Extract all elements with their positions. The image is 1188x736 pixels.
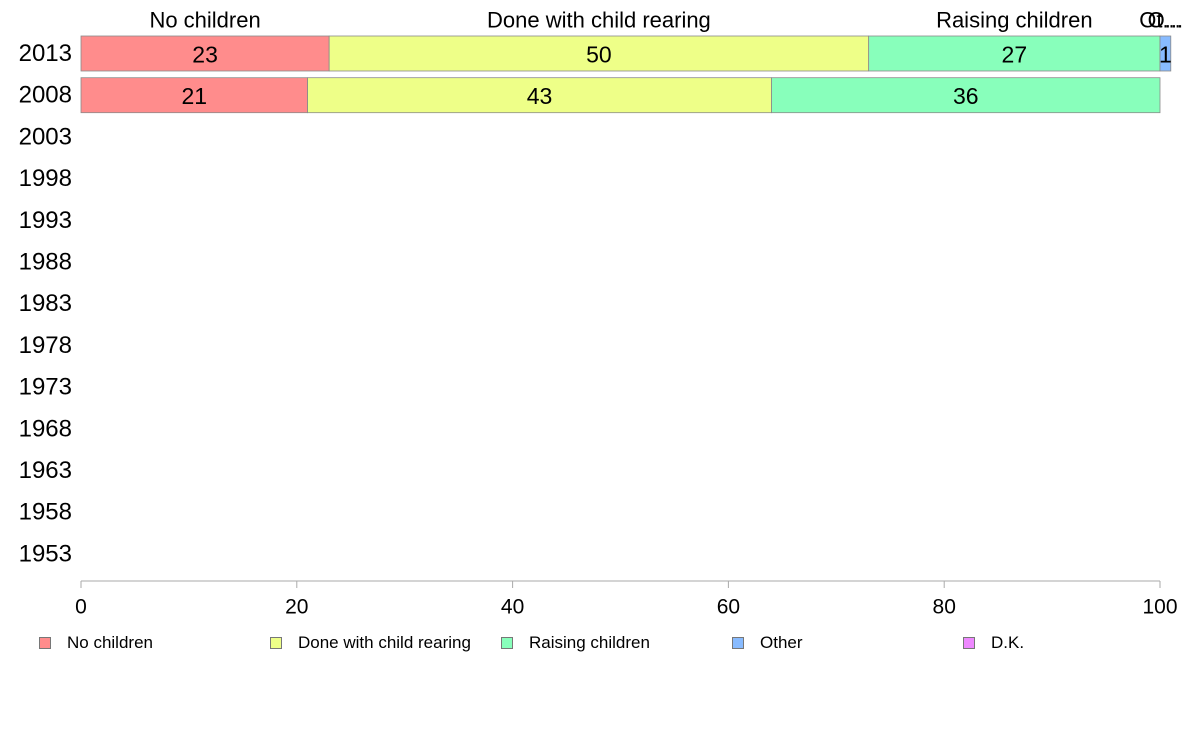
y-tick-label: 2008 (19, 82, 72, 109)
x-tick-label: 0 (75, 596, 87, 619)
column-header: Raising children (936, 8, 1093, 33)
y-tick-label: 1973 (19, 374, 72, 401)
x-tick-label: 40 (501, 596, 524, 619)
legend-swatch (963, 637, 975, 649)
bar-segment (868, 35, 1161, 72)
bar-value-label: 1 (1159, 42, 1172, 68)
column-header: No children (149, 8, 260, 33)
bar-segment (307, 77, 772, 114)
y-axis-tick-labels: 2013 2008 2003 1998 1993 1988 1983 1978 1973 1968… (19, 40, 72, 567)
legend-label: Done with child rearing (298, 633, 471, 652)
bar-segment (771, 77, 1161, 114)
legend-label: Raising children (529, 633, 650, 652)
y-tick-label: 1983 (19, 290, 72, 317)
bars (80, 35, 1172, 114)
legend: No children Done with child rearing Raisin… (0, 633, 1188, 659)
y-tick-label: 2003 (19, 123, 72, 150)
legend-item: D.K. (963, 633, 1024, 653)
y-tick-label: 1963 (19, 457, 72, 484)
legend-swatch (270, 637, 282, 649)
segment-labels: 23 50 27 1 21 43 36 (181, 42, 1171, 110)
stacked-bar-chart: No children Done with child rearing Raisin… (19, 8, 1184, 619)
y-tick-label: 1993 (19, 207, 72, 234)
legend-item: No children (39, 633, 153, 653)
y-tick-label: 2013 (19, 40, 72, 67)
column-header: Done with child rearing (487, 8, 711, 33)
x-axis: 0 20 40 60 80 100 (75, 580, 1178, 619)
x-tick-label: 100 (1142, 596, 1177, 619)
bar-value-label: 43 (527, 83, 553, 109)
legend-label: No children (67, 633, 153, 652)
bar-value-label: 50 (586, 42, 612, 68)
column-header: O... (1148, 8, 1183, 33)
x-tick-label: 80 (933, 596, 956, 619)
column-headers: No children Done with child rearing Raisin… (149, 8, 1183, 33)
bar-segment (80, 77, 308, 114)
bar-value-label: 21 (181, 83, 207, 109)
legend-label: D.K. (991, 633, 1025, 652)
bar-segment (1159, 35, 1172, 72)
bar-segment (328, 35, 870, 72)
legend-swatch (732, 637, 744, 649)
legend-label: Other (760, 633, 803, 652)
y-tick-label: 1988 (19, 249, 72, 276)
y-tick-label: 1978 (19, 332, 72, 359)
bar-value-label: 23 (192, 42, 218, 68)
column-header: Ot... (1139, 8, 1181, 33)
y-tick-label: 1953 (19, 540, 72, 567)
bar-segment (80, 35, 330, 72)
bar-value-label: 36 (953, 83, 979, 109)
y-tick-label: 1998 (19, 165, 72, 192)
legend-item: Done with child rearing (270, 633, 471, 653)
legend-swatch (501, 637, 513, 649)
legend-item: Raising children (501, 633, 650, 653)
x-tick-label: 60 (717, 596, 740, 619)
legend-item: Other (732, 633, 803, 653)
x-tick-label: 20 (285, 596, 308, 619)
y-tick-label: 1968 (19, 415, 72, 442)
bar-value-label: 27 (1002, 42, 1028, 68)
legend-swatch (39, 637, 51, 649)
y-tick-label: 1958 (19, 499, 72, 526)
